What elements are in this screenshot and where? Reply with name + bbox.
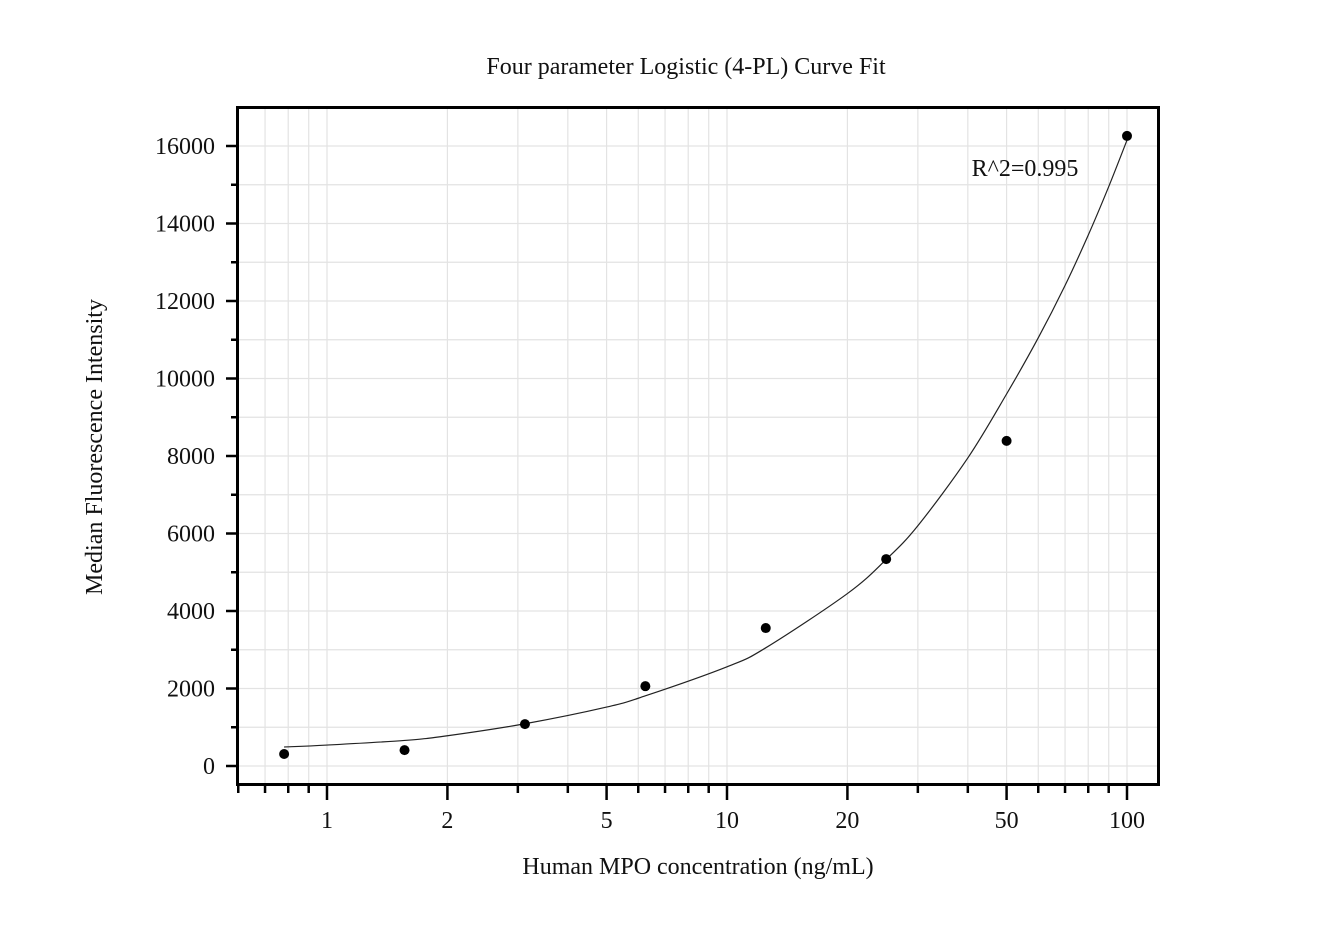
x-tick-label: 100 xyxy=(1109,808,1145,834)
x-tick-label: 20 xyxy=(835,808,859,834)
data-point xyxy=(519,719,530,730)
data-point xyxy=(399,745,410,756)
data-point xyxy=(881,554,892,565)
x-axis-label: Human MPO concentration (ng/mL) xyxy=(522,854,873,880)
y-tick-label: 16000 xyxy=(155,134,215,160)
x-axis: 1 2 5 10 20 50 100 xyxy=(237,784,1145,834)
data-points xyxy=(279,130,1132,759)
r-squared-annotation: R^2=0.995 xyxy=(972,156,1079,182)
y-axis: 0 2000 4000 6000 8000 10000 12000 14000 16000 xyxy=(155,134,238,780)
y-tick-label: 2000 xyxy=(167,677,215,703)
chart-title: Four parameter Logistic (4-PL) Curve Fit xyxy=(486,54,886,80)
fit-curve-path xyxy=(284,139,1128,748)
x-tick-label: 1 xyxy=(321,808,333,834)
data-point xyxy=(1122,130,1132,141)
grid-lines xyxy=(238,108,1158,784)
x-tick-label: 50 xyxy=(995,808,1019,834)
plot-frame xyxy=(236,106,1160,786)
data-point xyxy=(760,623,771,634)
y-tick-label: 8000 xyxy=(167,444,215,470)
y-tick-label: 0 xyxy=(203,754,215,780)
x-tick-label: 2 xyxy=(441,808,453,834)
data-point xyxy=(1001,435,1012,446)
y-tick-label: 10000 xyxy=(155,367,215,393)
y-tick-label: 14000 xyxy=(155,212,215,238)
x-tick-label: 5 xyxy=(601,808,613,834)
y-axis-label: Median Fluorescence Intensity xyxy=(82,299,108,595)
y-tick-label: 4000 xyxy=(167,599,215,625)
y-tick-label: 12000 xyxy=(155,289,215,315)
x-tick-label: 10 xyxy=(715,808,739,834)
fit-curve xyxy=(284,139,1128,748)
data-point xyxy=(279,748,290,759)
data-point xyxy=(640,681,651,692)
y-tick-label: 6000 xyxy=(167,522,215,548)
